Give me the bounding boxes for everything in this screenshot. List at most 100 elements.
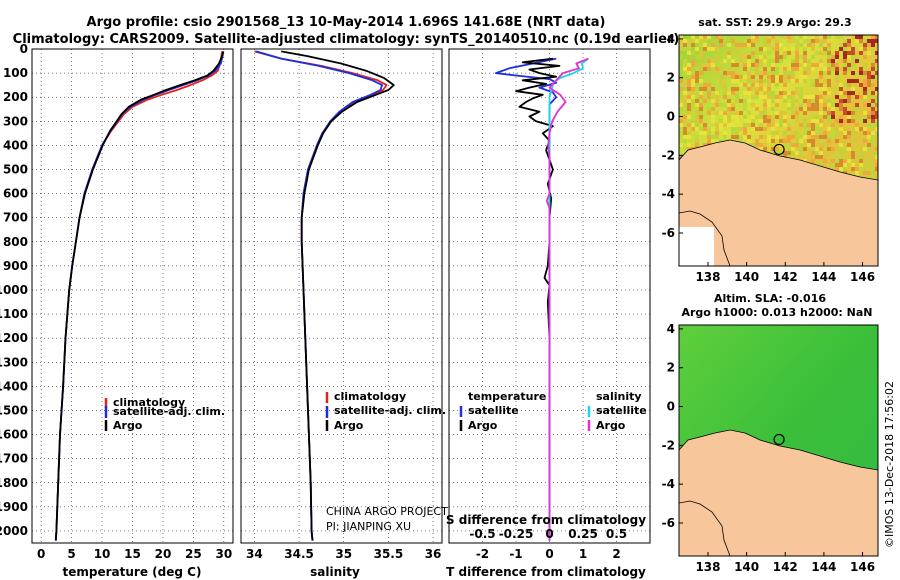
x-tick-label: 1 — [579, 547, 587, 561]
sst-cell — [859, 95, 863, 99]
sst-cell — [779, 151, 783, 155]
sst-cell — [847, 95, 851, 99]
sst-cell — [851, 35, 855, 39]
sst-cell — [859, 83, 863, 87]
sst-cell — [811, 67, 815, 71]
sst-cell — [679, 39, 683, 43]
sst-cell — [827, 35, 831, 39]
sst-cell — [827, 115, 831, 119]
sst-cell — [755, 83, 759, 87]
sst-cell — [811, 131, 815, 135]
sst-cell — [695, 111, 699, 115]
sst-cell — [703, 99, 707, 103]
sst-cell — [683, 63, 687, 67]
sst-cell — [863, 91, 867, 95]
sst-cell — [747, 119, 751, 123]
map-x-tick-label: 142 — [773, 560, 798, 574]
y-tick-label: 1100 — [0, 307, 28, 321]
y-tick-label: 300 — [3, 114, 28, 128]
sst-cell — [703, 83, 707, 87]
sst-cell — [815, 83, 819, 87]
sst-cell — [839, 103, 843, 107]
sst-cell — [807, 103, 811, 107]
sst-cell — [735, 47, 739, 51]
sst-cell — [875, 75, 878, 79]
sst-cell — [727, 51, 731, 55]
sst-cell — [851, 167, 855, 171]
sst-cell — [827, 71, 831, 75]
sst-cell — [763, 143, 767, 147]
sst-cell — [763, 91, 767, 95]
sst-cell — [731, 123, 735, 127]
sst-cell — [679, 47, 683, 51]
sst-cell — [775, 43, 779, 47]
sst-cell — [715, 127, 719, 131]
sst-cell — [803, 59, 807, 63]
sst-cell — [719, 83, 723, 87]
sst-cell — [863, 147, 867, 151]
sst-cell — [759, 51, 763, 55]
sst-cell — [715, 91, 719, 95]
sst-cell — [815, 35, 819, 39]
sst-cell — [875, 39, 878, 43]
sst-cell — [875, 51, 878, 55]
sst-cell — [763, 55, 767, 59]
sst-cell — [819, 151, 823, 155]
sst-cell — [855, 51, 859, 55]
sst-cell — [775, 83, 779, 87]
sst-cell — [771, 147, 775, 151]
sst-cell — [747, 87, 751, 91]
sst-cell — [799, 87, 803, 91]
sst-cell — [871, 139, 875, 143]
sst-cell — [855, 115, 859, 119]
sst-cell — [735, 75, 739, 79]
sst-cell — [831, 67, 835, 71]
sst-cell — [871, 63, 875, 67]
y-tick-label: 1700 — [0, 452, 28, 466]
sst-cell — [863, 131, 867, 135]
sst-cell — [839, 95, 843, 99]
sst-cell — [871, 115, 875, 119]
sst-cell — [775, 111, 779, 115]
sst-cell — [803, 79, 807, 83]
sst-cell — [827, 135, 831, 139]
sst-cell — [707, 67, 711, 71]
sst-cell — [759, 47, 763, 51]
sst-cell — [783, 111, 787, 115]
sst-cell — [867, 147, 871, 151]
sst-cell — [779, 43, 783, 47]
sst-cell — [827, 63, 831, 67]
sst-cell — [731, 91, 735, 95]
sst-cell — [871, 99, 875, 103]
sst-cell — [679, 103, 683, 107]
sst-cell — [715, 55, 719, 59]
temperature-xlabel: temperature (deg C) — [63, 565, 202, 579]
sst-cell — [767, 83, 771, 87]
sst-cell — [679, 83, 683, 87]
sst-cell — [711, 115, 715, 119]
credit-line-2: PI: JIANPING XU — [326, 520, 411, 533]
sst-cell — [691, 95, 695, 99]
sst-cell — [731, 71, 735, 75]
sst-cell — [819, 147, 823, 151]
sst-cell — [727, 115, 731, 119]
map-x-tick-label: 138 — [695, 560, 720, 574]
sst-cell — [843, 151, 847, 155]
sst-cell — [755, 79, 759, 83]
sst-cell — [835, 87, 839, 91]
sst-cell — [867, 103, 871, 107]
sst-cell — [767, 99, 771, 103]
sst-cell — [787, 147, 791, 151]
sst-cell — [871, 123, 875, 127]
sst-cell — [715, 71, 719, 75]
sst-cell — [783, 131, 787, 135]
sst-cell — [851, 47, 855, 51]
x-tick-label: 35 — [335, 547, 352, 561]
sst-cell — [771, 35, 775, 39]
sst-cell — [863, 95, 867, 99]
sst-cell — [751, 119, 755, 123]
sst-cell — [695, 115, 699, 119]
sst-cell — [787, 95, 791, 99]
sst-cell — [683, 139, 687, 143]
sst-cell — [775, 47, 779, 51]
